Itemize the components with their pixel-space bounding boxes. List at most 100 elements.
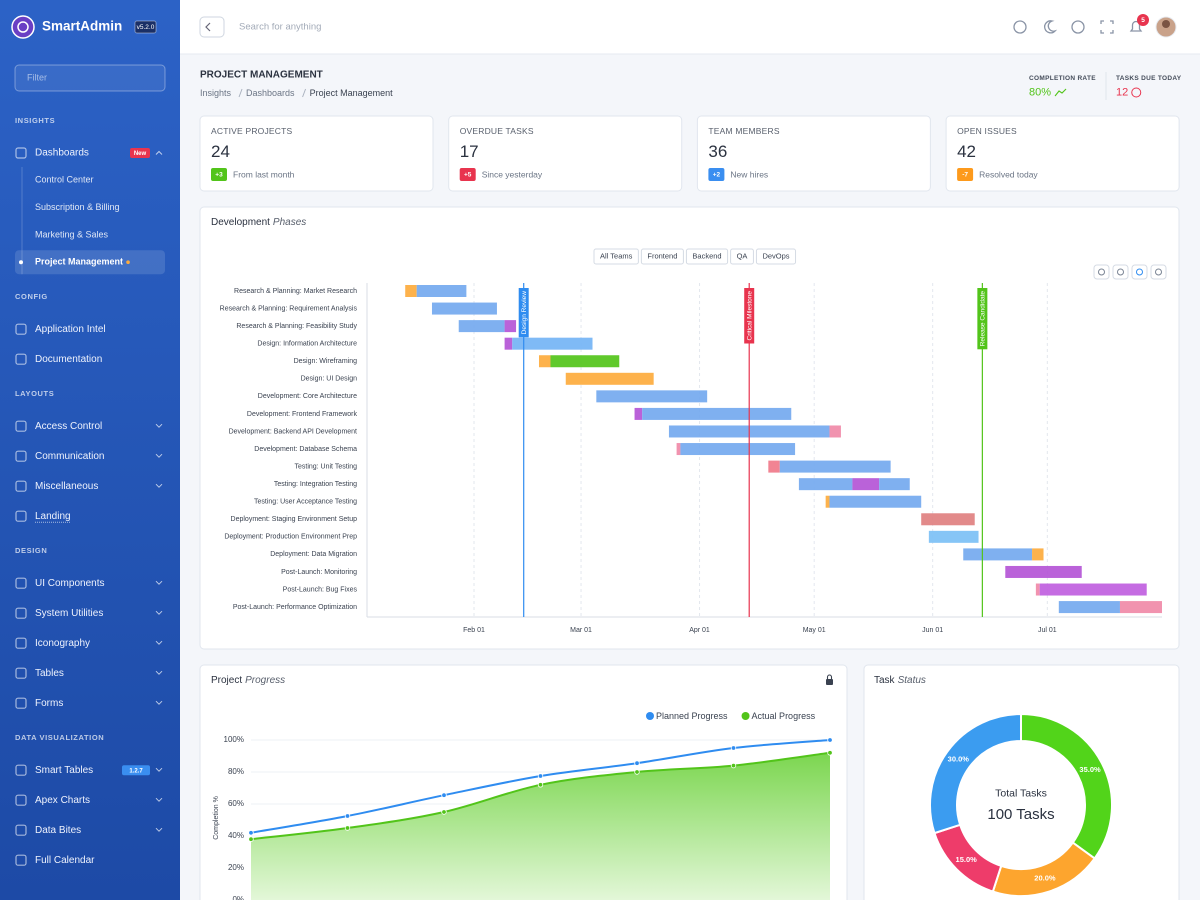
bell-icon[interactable]: [1129, 20, 1143, 32]
stat-card: [199, 115, 434, 192]
card-title-em: Status: [898, 675, 926, 686]
nav-item[interactable]: Application Intel: [35, 324, 106, 335]
stat-badge-text: -7: [962, 172, 968, 179]
task-bar: [596, 390, 708, 403]
point: [248, 836, 254, 842]
filter-label: All Teams: [600, 251, 633, 260]
stat-badge: [957, 168, 974, 181]
filter-input[interactable]: [14, 64, 166, 92]
task-label: Deployment: Staging Environment Setup: [231, 516, 358, 523]
nav-item[interactable]: Miscellaneous: [35, 481, 98, 492]
nav-icon: [15, 667, 27, 679]
legend-label[interactable]: Actual Progress: [752, 711, 816, 721]
card-title: Project: [211, 675, 242, 686]
nav-item[interactable]: Smart Tables: [35, 765, 93, 776]
zoom-button[interactable]: [1131, 264, 1148, 280]
filter-button[interactable]: [640, 248, 684, 265]
filter-button[interactable]: [730, 248, 754, 265]
nav-sub-item[interactable]: Control Center: [35, 175, 94, 185]
point: [537, 773, 544, 779]
nav-sub-item-active[interactable]: Project Management: [35, 257, 123, 267]
nav-badge-text: New: [134, 151, 147, 157]
nav-item[interactable]: Iconography: [35, 638, 90, 649]
logo[interactable]: [11, 15, 35, 39]
nav-item[interactable]: System Utilities: [35, 608, 103, 619]
stat-value: 17: [460, 142, 479, 161]
task-label: Development: Backend API Development: [229, 428, 357, 435]
nav-item[interactable]: Communication: [35, 451, 104, 462]
stat-label: OPEN ISSUES: [957, 126, 1017, 136]
topbar: [180, 0, 1200, 54]
nav-item[interactable]: Full Calendar: [35, 855, 95, 866]
stat-card: [448, 115, 683, 192]
zoom-button[interactable]: [1150, 264, 1167, 280]
breadcrumb-item[interactable]: Dashboards: [246, 88, 295, 98]
breadcrumb-item[interactable]: Insights: [200, 88, 232, 98]
theme-icon[interactable]: [1044, 20, 1058, 34]
filter-label: Frontend: [647, 251, 677, 260]
nav-badge: [130, 148, 150, 158]
nav-item[interactable]: Data Bites: [35, 825, 81, 836]
task-label: Post-Launch: Bug Fixes: [283, 586, 358, 593]
task-bar: [431, 302, 497, 315]
zoom-icon: [1117, 268, 1124, 276]
slice-label: 35.0%: [1079, 765, 1101, 774]
task-label: Design: Wireframing: [294, 358, 358, 365]
filter-placeholder: Filter: [27, 72, 47, 82]
y-tick-label: 40%: [228, 831, 244, 840]
zoom-button[interactable]: [1093, 264, 1110, 280]
stat-note: New hires: [730, 169, 768, 179]
stat-label: TEAM MEMBERS: [708, 126, 779, 136]
filter-button[interactable]: [593, 248, 639, 265]
logo-inner: [17, 21, 29, 33]
point: [730, 745, 737, 751]
nav-icon: [15, 637, 27, 649]
task-bar: [1058, 601, 1120, 614]
settings-icon[interactable]: [1013, 20, 1027, 34]
filter-button[interactable]: [755, 248, 797, 265]
section-title: DESIGN: [15, 546, 47, 555]
apps-icon[interactable]: [1071, 20, 1085, 34]
nav-sub-item[interactable]: Subscription & Billing: [35, 202, 120, 212]
x-tick-label: Jun 01: [922, 627, 943, 634]
nav-sub-item[interactable]: Marketing & Sales: [35, 229, 109, 239]
task-bar: [852, 478, 880, 491]
nav-item[interactable]: Forms: [35, 698, 63, 709]
stat-badge-text: +2: [713, 172, 721, 179]
nav-item[interactable]: Tables: [35, 668, 64, 679]
fullscreen-icon[interactable]: [1100, 20, 1114, 34]
chevron: [155, 827, 163, 832]
task-bar: [798, 478, 853, 491]
chevron: [155, 797, 163, 802]
active-indicator: [126, 260, 130, 265]
section-title: LAYOUTS: [15, 389, 54, 398]
donut-slice[interactable]: [929, 712, 1022, 835]
task-bar: [829, 495, 922, 508]
task-bar: [768, 460, 780, 473]
nav-item[interactable]: Landing: [35, 511, 71, 522]
task-bar: [829, 425, 841, 438]
task-bar: [634, 407, 643, 420]
filter-button[interactable]: [685, 248, 729, 265]
nav-item[interactable]: Access Control: [35, 421, 102, 432]
legend-label[interactable]: Planned Progress: [656, 711, 728, 721]
lock-icon[interactable]: [826, 679, 833, 685]
nav-item[interactable]: Dashboards: [35, 148, 89, 159]
kpi-label: TASKS DUE TODAY: [1116, 75, 1182, 82]
stat-card: [696, 115, 931, 192]
point: [827, 750, 833, 756]
kpi-value: 12: [1116, 86, 1128, 98]
collapse-button[interactable]: [199, 16, 225, 38]
kpi-label: COMPLETION RATE: [1029, 75, 1096, 82]
task-bar: [928, 530, 979, 543]
legend-dot: [646, 712, 654, 720]
notification-badge: [1137, 14, 1149, 26]
zoom-button[interactable]: [1112, 264, 1129, 280]
nav-item[interactable]: Documentation: [35, 354, 102, 365]
task-label: Testing: User Acceptance Testing: [254, 499, 357, 506]
x-tick-label: May 01: [803, 627, 826, 634]
breadcrumb-item: Project Management: [310, 88, 394, 98]
nav-item[interactable]: UI Components: [35, 578, 104, 589]
nav-item[interactable]: Apex Charts: [35, 795, 90, 806]
